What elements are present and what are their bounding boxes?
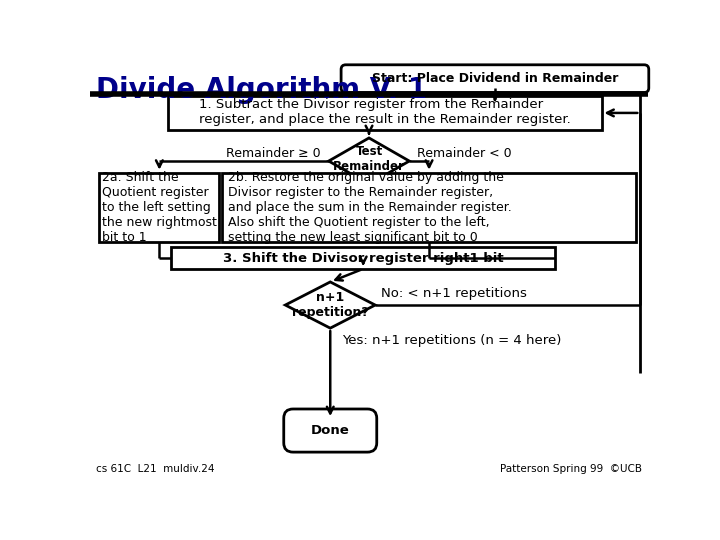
Text: Remainder ≥ 0: Remainder ≥ 0 xyxy=(226,147,321,160)
Text: cs 61C  L21  muldiv.24: cs 61C L21 muldiv.24 xyxy=(96,464,215,475)
Text: Test
Remainder: Test Remainder xyxy=(333,145,405,173)
Text: Yes: n+1 repetitions (n = 4 here): Yes: n+1 repetitions (n = 4 here) xyxy=(342,334,562,347)
Polygon shape xyxy=(329,138,409,184)
Bar xyxy=(99,173,220,242)
Bar xyxy=(222,173,636,242)
FancyBboxPatch shape xyxy=(284,409,377,452)
Text: 2a. Shift the
Quotient register
to the left setting
the new rightmost
bit to 1: 2a. Shift the Quotient register to the l… xyxy=(102,171,217,244)
Text: Done: Done xyxy=(311,424,350,437)
FancyBboxPatch shape xyxy=(341,65,649,92)
Text: Start: Place Dividend in Remainder: Start: Place Dividend in Remainder xyxy=(372,72,618,85)
Text: n+1
repetition?: n+1 repetition? xyxy=(292,291,369,319)
Text: Patterson Spring 99  ©UCB: Patterson Spring 99 ©UCB xyxy=(500,464,642,475)
Text: Remainder < 0: Remainder < 0 xyxy=(417,147,512,160)
Bar xyxy=(171,247,555,269)
Text: 2b. Restore the original value by adding the
Divisor register to the Remainder r: 2b. Restore the original value by adding… xyxy=(228,171,512,244)
Text: 3. Shift the Divisor register right1 bit: 3. Shift the Divisor register right1 bit xyxy=(223,252,503,265)
Polygon shape xyxy=(285,282,375,328)
Text: No: < n+1 repetitions: No: < n+1 repetitions xyxy=(382,287,527,300)
Text: 1. Subtract the Divisor register from the Remainder
register, and place the resu: 1. Subtract the Divisor register from th… xyxy=(199,98,570,126)
Text: Divide Algorithm V. 1: Divide Algorithm V. 1 xyxy=(96,76,428,104)
Bar xyxy=(168,96,601,130)
